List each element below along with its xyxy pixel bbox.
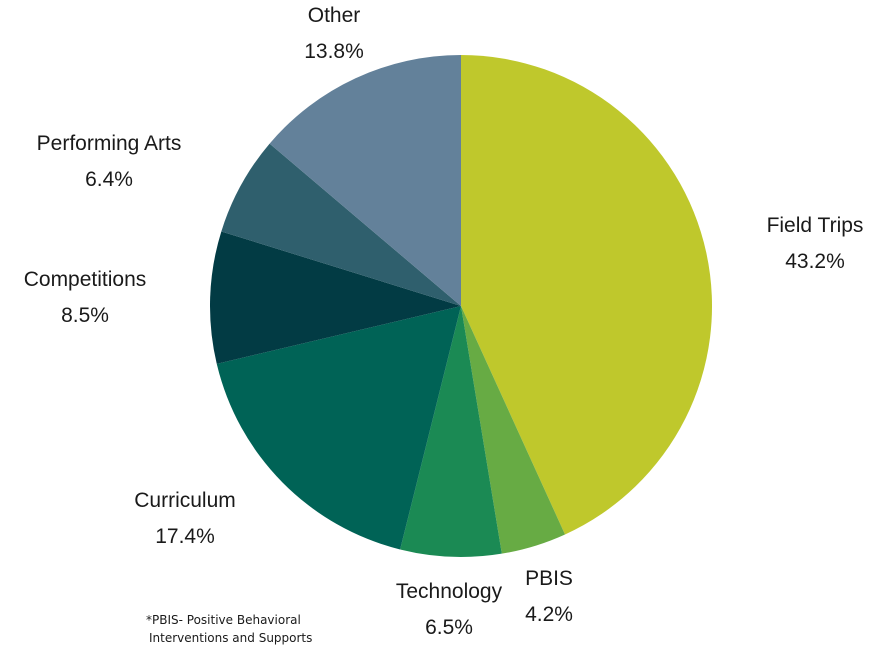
- slice-label-performing-arts: Performing Arts: [37, 132, 182, 155]
- slice-pbis: [461, 306, 566, 554]
- slice-label-technology: Technology: [396, 580, 503, 603]
- footnote-line-1: *PBIS- Positive Behavioral: [146, 613, 301, 627]
- slice-label-pbis: PBIS: [525, 567, 573, 590]
- slice-curriculum: [216, 306, 461, 550]
- slice-label-competitions: Competitions: [24, 268, 147, 291]
- pie-labels: Field Trips 43.2% PBIS 4.2% Technology 6.5% Cu…: [24, 4, 864, 639]
- slice-label-curriculum: Curriculum: [134, 489, 236, 512]
- slice-value-field-trips: 43.2%: [785, 250, 845, 273]
- slice-value-competitions: 8.5%: [61, 304, 109, 327]
- slice-label-other: Other: [308, 4, 361, 27]
- slice-other: [269, 55, 461, 306]
- slice-value-other: 13.8%: [304, 40, 364, 63]
- slice-field-trips: [461, 55, 713, 535]
- slice-value-performing-arts: 6.4%: [85, 168, 133, 191]
- slice-value-pbis: 4.2%: [525, 603, 573, 626]
- slice-performing-arts: [221, 143, 461, 306]
- slice-value-technology: 6.5%: [425, 616, 473, 639]
- slice-value-curriculum: 17.4%: [155, 525, 215, 548]
- slice-technology: [400, 306, 502, 557]
- pie-slices: [209, 55, 713, 557]
- slice-label-field-trips: Field Trips: [767, 214, 864, 237]
- footnote: *PBIS- Positive Behavioral Interventions…: [146, 611, 376, 647]
- slice-competitions: [209, 231, 461, 364]
- footnote-line-2: Interventions and Supports: [149, 631, 313, 645]
